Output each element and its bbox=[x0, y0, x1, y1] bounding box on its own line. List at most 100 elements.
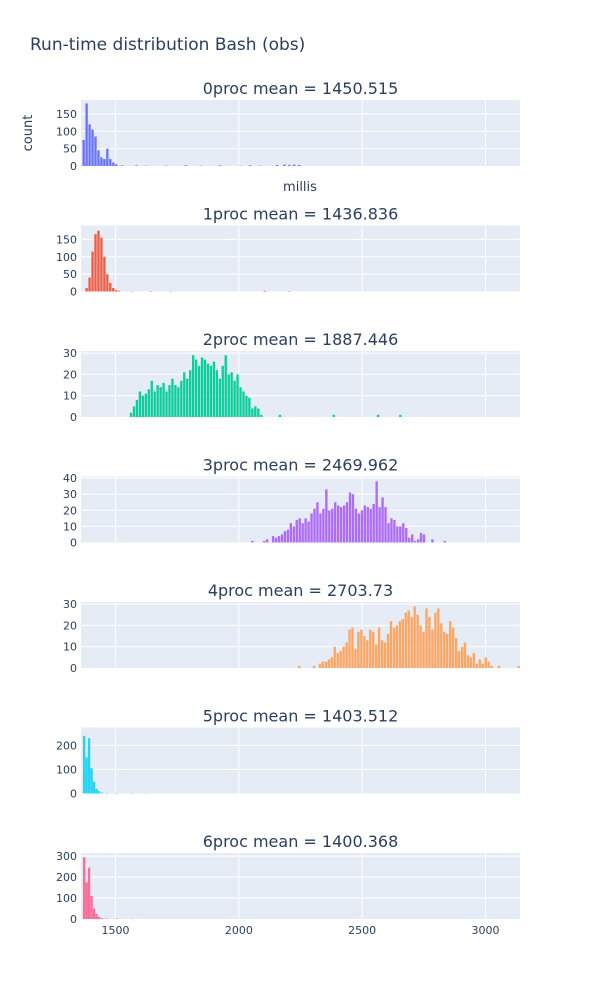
histogram-bar bbox=[378, 507, 381, 543]
x-tick-label: 2500 bbox=[348, 924, 376, 937]
histogram-bar bbox=[120, 165, 124, 166]
histogram-bar bbox=[469, 657, 473, 668]
histogram-bar bbox=[82, 735, 86, 794]
histogram-bar bbox=[318, 663, 322, 668]
histogram-bar bbox=[295, 519, 298, 543]
histogram-bar bbox=[106, 274, 109, 292]
y-tick-label: 10 bbox=[63, 520, 77, 533]
x-tick-label: 3000 bbox=[471, 924, 499, 937]
y-tick-label: 20 bbox=[63, 368, 77, 381]
histogram-bar bbox=[129, 412, 133, 417]
histogram-bar bbox=[97, 230, 100, 292]
histogram-bar bbox=[332, 414, 335, 417]
histogram-bar bbox=[165, 391, 168, 417]
histogram-bar bbox=[218, 378, 221, 417]
histogram-bar bbox=[357, 513, 361, 543]
histogram-bar bbox=[472, 653, 476, 668]
histogram-bar bbox=[431, 539, 434, 543]
histogram-bar bbox=[357, 631, 360, 668]
histogram-bar bbox=[401, 619, 404, 668]
histogram-bar bbox=[451, 627, 455, 668]
histogram-bar bbox=[428, 616, 431, 668]
histogram-bar bbox=[85, 288, 88, 292]
subplot-0proc: 0proc mean = 1450.515 0 50 100 150 bbox=[56, 79, 520, 173]
histogram-bar bbox=[293, 164, 296, 166]
histogram-bar bbox=[351, 494, 355, 543]
histogram-bar bbox=[322, 508, 325, 543]
histogram-bar bbox=[431, 629, 434, 668]
histogram-bar bbox=[374, 644, 378, 668]
histogram-bar bbox=[168, 385, 171, 417]
histogram-bar bbox=[484, 657, 487, 668]
histogram-bar bbox=[189, 370, 192, 417]
histogram-bar bbox=[372, 503, 375, 543]
histogram-bar bbox=[236, 374, 239, 417]
histogram-bar bbox=[437, 608, 440, 668]
histogram-bar bbox=[109, 159, 112, 166]
histogram-bar bbox=[138, 391, 142, 417]
y-tick-label: 10 bbox=[63, 641, 77, 654]
chart-title: Run-time distribution Bash (obs) bbox=[30, 35, 305, 55]
histogram-bar bbox=[135, 165, 138, 166]
plot-background bbox=[81, 853, 520, 919]
histogram-bar bbox=[422, 534, 426, 543]
histogram-bar bbox=[345, 502, 349, 543]
histogram-bar bbox=[328, 510, 331, 543]
y-tick-label: 200 bbox=[56, 740, 77, 753]
histogram-bar bbox=[384, 507, 387, 543]
histogram-bar bbox=[487, 661, 490, 668]
subplot-4proc: 4proc mean = 2703.73 0 10 20 30 bbox=[63, 581, 520, 675]
subplot-5proc: 5proc mean = 1403.512 0 100 200 bbox=[56, 707, 520, 801]
histogram-bar bbox=[194, 359, 198, 417]
histogram-bar bbox=[360, 629, 363, 668]
histogram-bar bbox=[174, 385, 177, 417]
histogram-bar bbox=[92, 781, 96, 794]
histogram-bar bbox=[85, 103, 88, 166]
histogram-bar bbox=[219, 165, 222, 166]
x-tick-label: 2000 bbox=[225, 924, 253, 937]
histogram-bar bbox=[410, 616, 413, 668]
histogram-bar bbox=[88, 124, 91, 166]
y-tick-label: 0 bbox=[70, 913, 77, 926]
y-tick-label: 0 bbox=[70, 286, 77, 299]
subplot-title: 5proc mean = 1403.512 bbox=[203, 707, 399, 726]
histogram-bar bbox=[251, 540, 254, 543]
histogram-bar bbox=[448, 621, 452, 668]
histogram-bar bbox=[112, 288, 115, 292]
histogram-bar bbox=[87, 738, 91, 794]
histogram-bar bbox=[209, 365, 213, 417]
histogram-bar bbox=[337, 505, 340, 543]
plot-background bbox=[81, 727, 520, 794]
histogram-bar bbox=[416, 539, 420, 543]
histogram-bar bbox=[408, 537, 411, 543]
histogram-bar bbox=[422, 631, 425, 668]
histogram-bar bbox=[399, 414, 402, 417]
subplot-title: 6proc mean = 1400.368 bbox=[203, 832, 399, 851]
histogram-bar bbox=[197, 365, 201, 417]
histogram-bar bbox=[366, 640, 369, 668]
x-axis-label: millis bbox=[283, 180, 317, 195]
histogram-bar bbox=[393, 519, 396, 543]
histogram-bar bbox=[251, 408, 254, 417]
y-tick-label: 0 bbox=[70, 662, 77, 675]
histogram-bar bbox=[363, 505, 366, 543]
histogram-bar bbox=[443, 631, 446, 668]
histogram-bar bbox=[363, 636, 366, 668]
plot-background bbox=[81, 100, 520, 166]
histogram-bar bbox=[141, 395, 145, 417]
histogram-bar bbox=[230, 372, 233, 417]
histogram-bar bbox=[260, 414, 263, 417]
histogram-bar bbox=[380, 640, 384, 668]
y-tick-label: 100 bbox=[56, 892, 77, 905]
histogram-bar bbox=[150, 380, 153, 417]
histogram-bar bbox=[419, 625, 422, 668]
histogram-bar bbox=[135, 399, 139, 417]
histogram-bar bbox=[331, 508, 334, 543]
histogram-bar bbox=[254, 406, 257, 417]
histogram-bar bbox=[354, 508, 358, 543]
subplot-title: 0proc mean = 1450.515 bbox=[203, 79, 399, 98]
histogram-bar bbox=[497, 665, 501, 668]
histogram-bar bbox=[292, 526, 295, 543]
histogram-bar bbox=[245, 395, 248, 417]
y-tick-label: 200 bbox=[56, 871, 77, 884]
